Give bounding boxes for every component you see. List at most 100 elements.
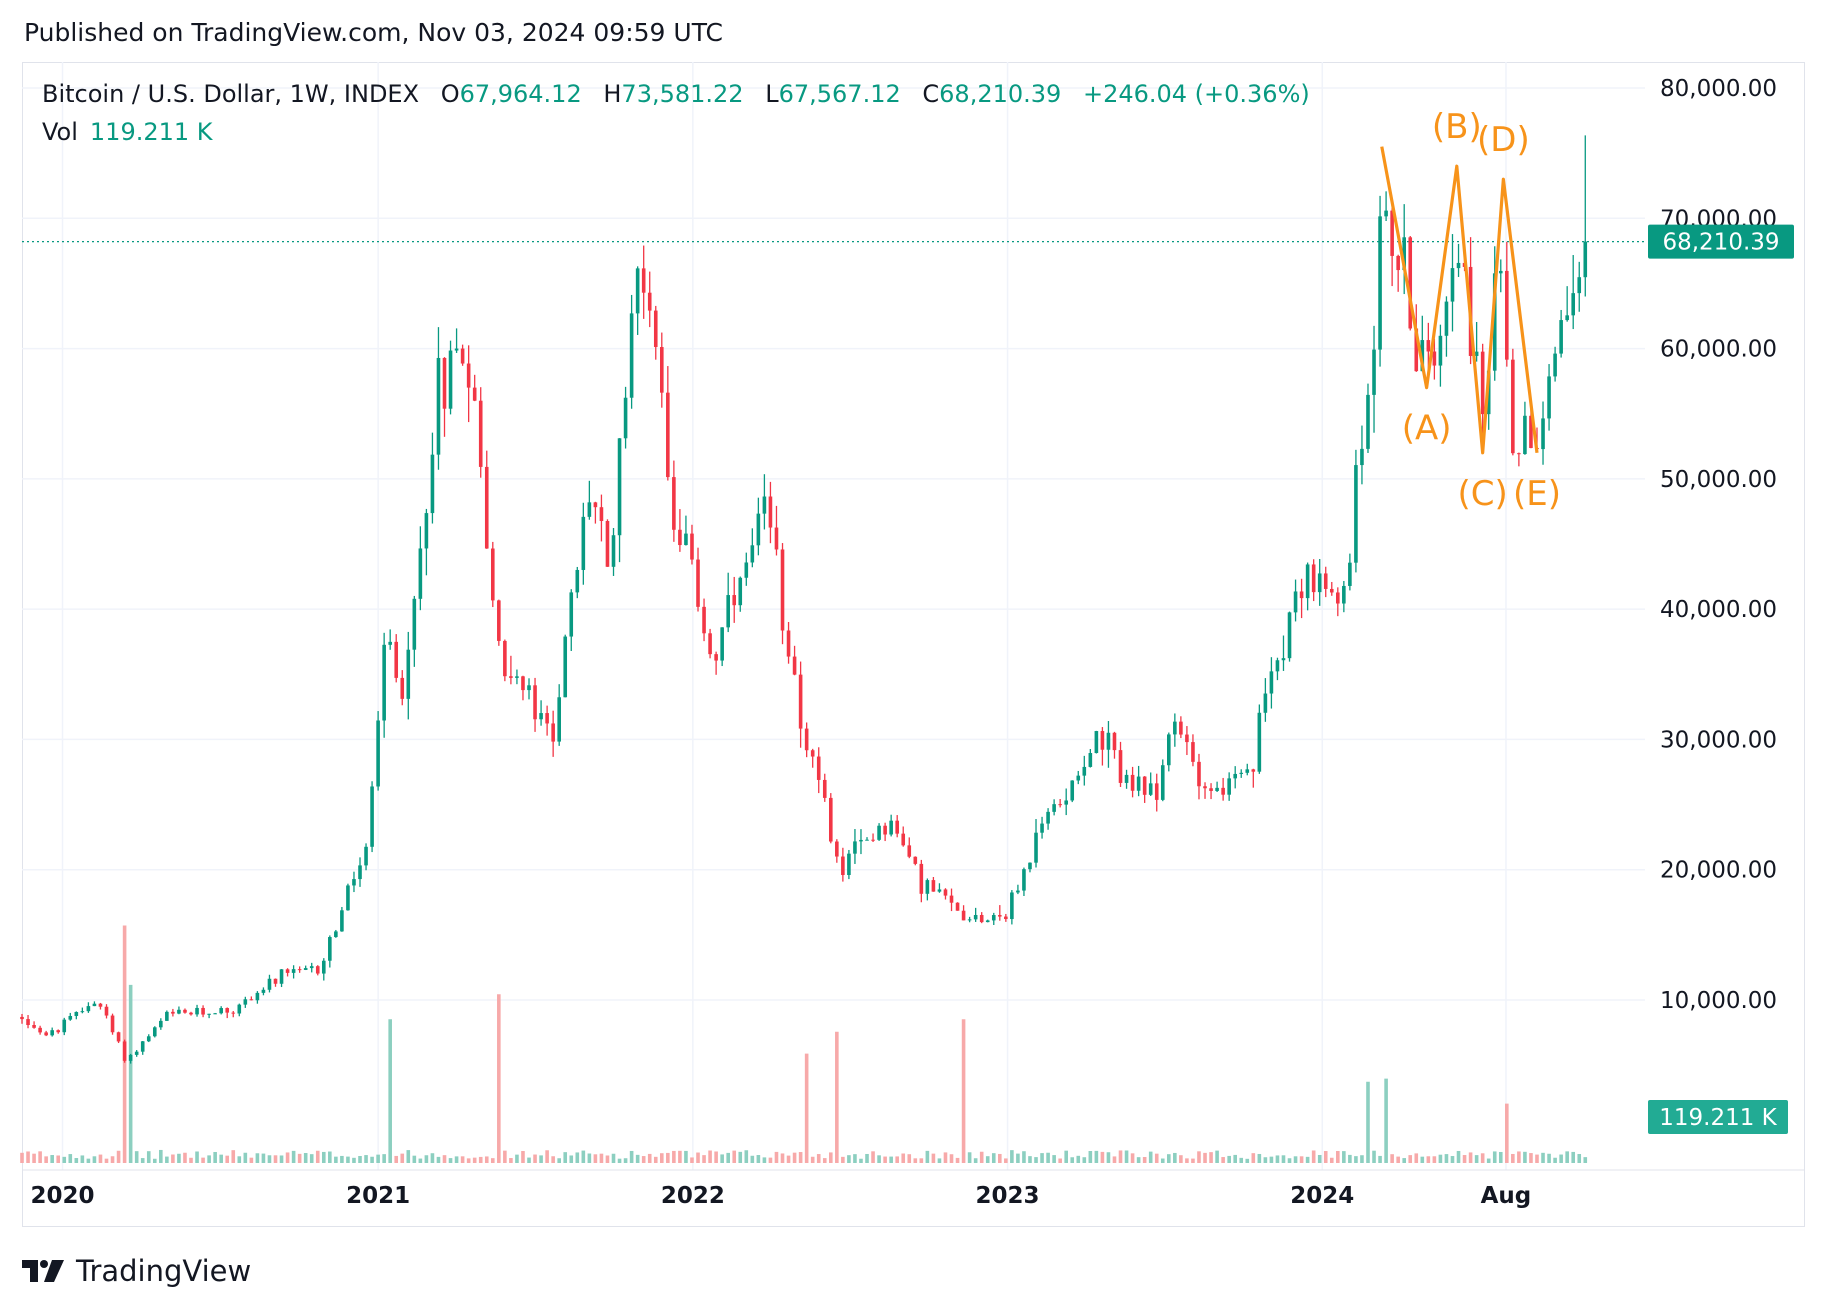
candle-body — [690, 533, 694, 560]
volume-bar — [774, 1151, 779, 1163]
volume-bar — [370, 1156, 374, 1163]
candle-body — [1583, 241, 1588, 278]
volume-bar — [816, 1154, 821, 1163]
volume-bar — [279, 1155, 284, 1163]
footer-branding[interactable]: TradingView — [22, 1254, 251, 1288]
candle-body — [672, 477, 676, 530]
volume-bar — [702, 1155, 706, 1163]
volume-bar — [20, 1152, 24, 1163]
candle-body — [98, 1003, 103, 1007]
volume-bar — [1547, 1153, 1551, 1163]
volume-bar — [822, 1158, 827, 1163]
volume-bar — [1245, 1158, 1250, 1163]
candle-body — [1052, 804, 1056, 812]
candle-body — [551, 723, 555, 742]
wave-label: (A) — [1402, 409, 1452, 449]
time-tick-label: 2023 — [976, 1183, 1040, 1209]
volume-bar — [1486, 1158, 1491, 1163]
last-price-box — [1648, 224, 1794, 259]
volume-bar — [1571, 1151, 1576, 1163]
volume-bar — [478, 1156, 483, 1163]
candle-body — [744, 562, 749, 578]
candle-body — [1426, 340, 1431, 352]
volume-bar — [750, 1155, 755, 1163]
volume-bar — [913, 1158, 918, 1163]
candle-body — [189, 1012, 193, 1015]
candle-body — [666, 392, 670, 478]
candle-body — [1511, 359, 1515, 454]
volume-bar — [50, 1155, 54, 1163]
open-value: 67,964.12 — [459, 80, 582, 108]
volume-bar — [303, 1152, 308, 1163]
candle-body — [231, 1012, 236, 1014]
candle-body — [68, 1015, 73, 1020]
volume-bar — [533, 1154, 537, 1163]
candle-body — [382, 644, 386, 721]
candle-body — [641, 268, 646, 293]
candle-body — [1384, 210, 1388, 217]
candle-body — [1329, 588, 1334, 593]
wave-label: (C) — [1458, 474, 1508, 514]
candle-body — [134, 1051, 139, 1055]
wave-line — [1380, 146, 1539, 455]
candle-body — [1245, 769, 1250, 773]
candle-body — [774, 527, 779, 550]
wave-label: (D) — [1477, 120, 1530, 160]
candle-body — [171, 1011, 175, 1014]
volume-bar — [1511, 1153, 1515, 1163]
candle-body — [521, 676, 525, 691]
volume-bar — [255, 1153, 260, 1163]
volume-bar — [1583, 1157, 1588, 1163]
volume-bar — [865, 1153, 869, 1163]
volume-bar — [68, 1154, 73, 1163]
symbol-legend[interactable]: Bitcoin / U.S. Dollar, 1W, INDEX O67,964… — [42, 80, 1310, 108]
candle-body — [1173, 721, 1177, 735]
volume-bar — [1396, 1156, 1400, 1163]
volume-bar — [1191, 1158, 1195, 1163]
candle-body — [1034, 832, 1038, 863]
grid-lines — [22, 62, 1805, 1171]
volume-bar — [557, 1158, 561, 1163]
volume-bar — [1468, 1152, 1473, 1163]
volume-legend[interactable]: Vol 119.211 K — [42, 118, 213, 146]
volume-bar — [1118, 1150, 1123, 1163]
candle-body — [412, 598, 417, 650]
candle-body — [1541, 418, 1545, 450]
chart-pane[interactable] — [22, 62, 1805, 1227]
volume-bar — [889, 1156, 893, 1163]
candle-body — [756, 513, 761, 546]
candle-body — [1402, 237, 1407, 271]
volume-bar — [1160, 1158, 1165, 1163]
volume-bar — [714, 1151, 718, 1163]
volume-bar — [104, 1158, 109, 1163]
candle-body — [1480, 351, 1485, 415]
candle-body — [1154, 783, 1159, 800]
candle-body — [1505, 270, 1509, 360]
volume-bar — [539, 1155, 543, 1163]
volume-bar — [80, 1155, 85, 1163]
volume-bar — [388, 1019, 392, 1163]
close-value: 68,210.39 — [939, 80, 1062, 108]
volume-bar — [165, 1156, 169, 1163]
candle-body — [56, 1030, 61, 1033]
candle-body — [678, 529, 682, 546]
volume-bar — [1565, 1151, 1569, 1163]
volume-bar — [1040, 1153, 1044, 1163]
volume-bar — [159, 1149, 163, 1163]
volume-bar — [786, 1155, 791, 1163]
high-label: H — [603, 80, 622, 108]
wave-label: (E) — [1513, 474, 1561, 514]
time-tick-label: Aug — [1481, 1183, 1532, 1209]
volume-bar — [1342, 1151, 1346, 1163]
price-tick-label: 40,000.00 — [1660, 597, 1777, 623]
candle-body — [1076, 775, 1081, 781]
volume-bar — [1420, 1156, 1425, 1163]
candle-body — [1070, 780, 1075, 801]
volume-bar — [1112, 1156, 1117, 1163]
volume-value: 119.211 K — [89, 118, 213, 146]
volume-bar — [1408, 1155, 1413, 1163]
candle-body — [340, 910, 344, 932]
volume-bar — [768, 1157, 773, 1163]
candle-body — [1372, 349, 1376, 395]
